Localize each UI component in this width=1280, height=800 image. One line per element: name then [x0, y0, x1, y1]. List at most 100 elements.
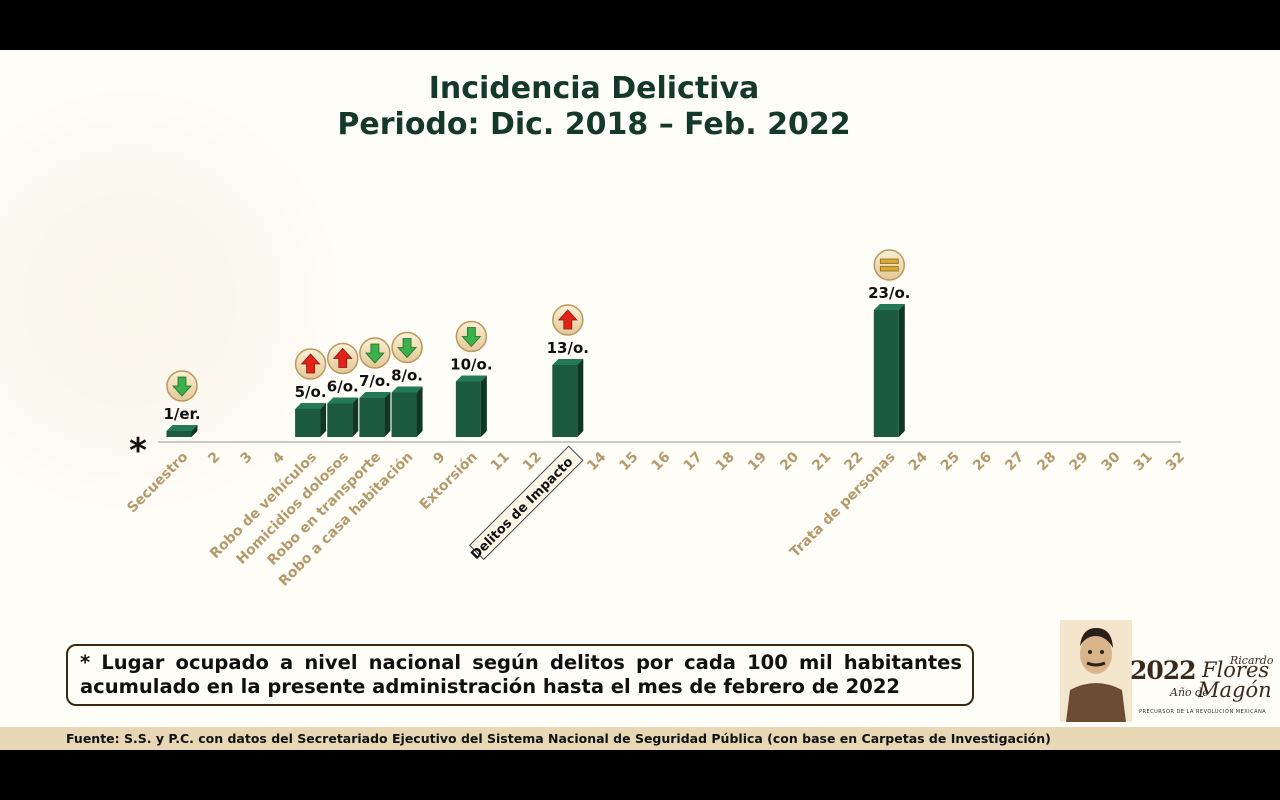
data-label: 7/o.: [359, 372, 391, 390]
tick-text: 30: [1099, 449, 1124, 474]
tick-text: 18: [713, 449, 738, 474]
x-tick-label: 16: [649, 449, 674, 474]
bar-side-face: [191, 425, 198, 437]
tick-text: Delitos de Impacto: [468, 455, 576, 563]
tick-text: 26: [970, 449, 995, 474]
bar-top-face: [327, 397, 359, 404]
bar-group: 1/er.: [163, 370, 201, 437]
x-tick-label: 29: [1066, 449, 1091, 474]
x-tick-label: 32: [1163, 449, 1188, 474]
x-tick-label: 19: [745, 449, 770, 474]
tick-text: 3: [237, 449, 255, 467]
bar-top-face: [391, 386, 423, 393]
bar: [327, 403, 353, 437]
bar: [295, 409, 321, 437]
bar-top-face: [552, 359, 584, 365]
bar-top-face: [455, 375, 487, 382]
x-tick-label: 30: [1099, 449, 1124, 474]
trend-down-icon: [455, 320, 488, 353]
bar-chart: * 1/er.5/o. 6/o. 7/o. 8/o.10/o.13/o.23/o. S…: [124, 249, 1188, 590]
tick-text: 21: [809, 449, 834, 474]
tick-text: 9: [430, 449, 448, 467]
portrait-illustration: [1060, 620, 1132, 722]
x-tick-label: 25: [938, 449, 963, 474]
background-watermark: [0, 90, 340, 510]
trend-up-icon: [552, 304, 584, 336]
x-tick-label: 17: [681, 449, 706, 474]
tick-text: 29: [1066, 449, 1091, 474]
tick-text: 17: [681, 449, 706, 474]
bar-top-face: [359, 392, 391, 398]
x-tick-label: 4: [270, 449, 288, 467]
bar-group: 8/o.: [391, 331, 423, 437]
slide: Incidencia Delictiva Periodo: Dic. 2018 …: [0, 50, 1280, 750]
logo-first-name: Ricardo: [1230, 654, 1274, 667]
trend-up-icon: [327, 342, 359, 375]
trend-equal-icon: [873, 249, 906, 281]
bar-top-face: [295, 403, 327, 409]
x-tick-label: 3: [237, 449, 255, 467]
x-tick-label: 15: [616, 449, 641, 474]
x-tick-label: 26: [970, 449, 995, 474]
tick-text: 27: [1002, 449, 1027, 474]
tick-text: 24: [906, 449, 931, 474]
bar: [552, 365, 578, 437]
bar: [455, 381, 481, 437]
trend-down-icon: [166, 370, 198, 402]
logo-tagline: PRECURSOR DE LA REVOLUCIÓN MEXICANA: [1139, 709, 1267, 715]
tick-text: Extorsión: [417, 449, 481, 513]
x-tick-label: 11: [488, 449, 513, 474]
bar-side-face: [577, 359, 584, 437]
x-tick-label: Trata de personas: [787, 449, 899, 561]
footnote-box: * Lugar ocupado a nivel nacional según d…: [66, 644, 974, 706]
logo-last-name: Magón: [1198, 678, 1272, 702]
tick-text: 31: [1131, 449, 1156, 474]
bar-group: 10/o.: [450, 320, 493, 437]
logo-middle-name: Flores: [1202, 658, 1270, 682]
tick-text: 25: [938, 449, 963, 474]
tick-text: 11: [488, 449, 513, 474]
source-text: Fuente: S.S. y P.C. con datos del Secret…: [66, 731, 1051, 746]
data-label: 8/o.: [391, 367, 423, 385]
source-footer: Fuente: S.S. y P.C. con datos del Secret…: [0, 727, 1280, 750]
bar-top-face: [166, 425, 198, 431]
tick-text: 20: [777, 449, 802, 474]
tick-text: 2: [205, 449, 223, 467]
tick-text: 16: [649, 449, 674, 474]
highlight-box: [468, 445, 584, 561]
trend-down-icon: [359, 337, 391, 369]
bar: [359, 398, 385, 437]
bar-group: 13/o.: [547, 304, 589, 437]
x-tick-label: 2: [205, 449, 223, 467]
data-label: 1/er.: [163, 405, 200, 423]
bar: [873, 310, 899, 437]
chart-subtitle: Periodo: Dic. 2018 – Feb. 2022: [337, 107, 851, 142]
data-label: 23/o.: [868, 284, 910, 302]
year-logo: 2022 Año de Ricardo Flores Magón PRECURS…: [1056, 616, 1274, 724]
tick-text: 12: [520, 449, 545, 474]
bar-side-face: [352, 397, 359, 437]
bar-side-face: [384, 392, 391, 437]
logo-ano-de: Año de: [1170, 686, 1209, 699]
bar: [391, 392, 417, 437]
x-tick-label: 28: [1034, 449, 1059, 474]
tick-text: 4: [270, 449, 288, 467]
bar-side-face: [416, 386, 423, 437]
bar-side-face: [898, 304, 905, 437]
chart-title: Incidencia Delictiva: [428, 71, 760, 106]
tick-text: 15: [616, 449, 641, 474]
x-tick-label: 22: [841, 449, 866, 474]
x-tick-label: 27: [1002, 449, 1027, 474]
data-label: 13/o.: [547, 339, 589, 357]
x-tick-label: 14: [584, 449, 609, 474]
tick-text: 28: [1034, 449, 1059, 474]
trend-down-icon: [391, 331, 423, 364]
logo-year: 2022: [1130, 656, 1197, 685]
bar-group: 23/o.: [868, 249, 910, 437]
bar-top-face: [873, 304, 905, 310]
data-label: 10/o.: [450, 356, 492, 374]
bar-group: 7/o.: [359, 337, 391, 437]
bar-side-face: [320, 403, 327, 437]
axis-asterisk: *: [129, 431, 147, 471]
